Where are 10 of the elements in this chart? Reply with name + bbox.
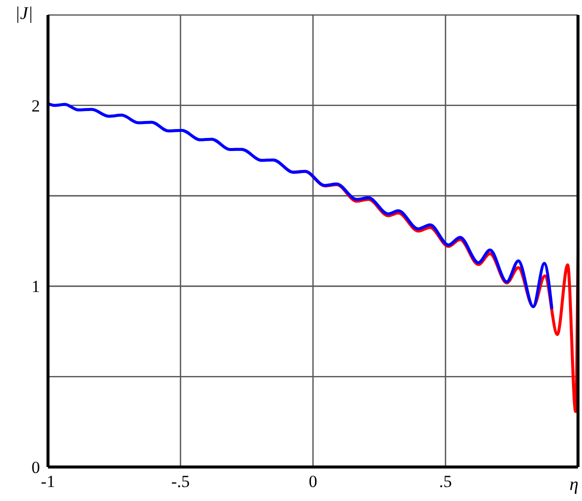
x-tick-label: 0 — [308, 472, 318, 492]
x-tick-label: -1 — [40, 472, 56, 492]
line-series — [48, 102, 554, 310]
y-tick-label: 1 — [32, 277, 40, 296]
y-tick-label: 0 — [32, 458, 40, 478]
x-tick-label: -.5 — [171, 472, 190, 492]
y-tick-label: 2 — [32, 96, 40, 116]
x-axis-title: η — [570, 474, 579, 494]
y-axis-title: |J| — [15, 3, 33, 23]
x-tick-label: .5 — [439, 472, 452, 492]
